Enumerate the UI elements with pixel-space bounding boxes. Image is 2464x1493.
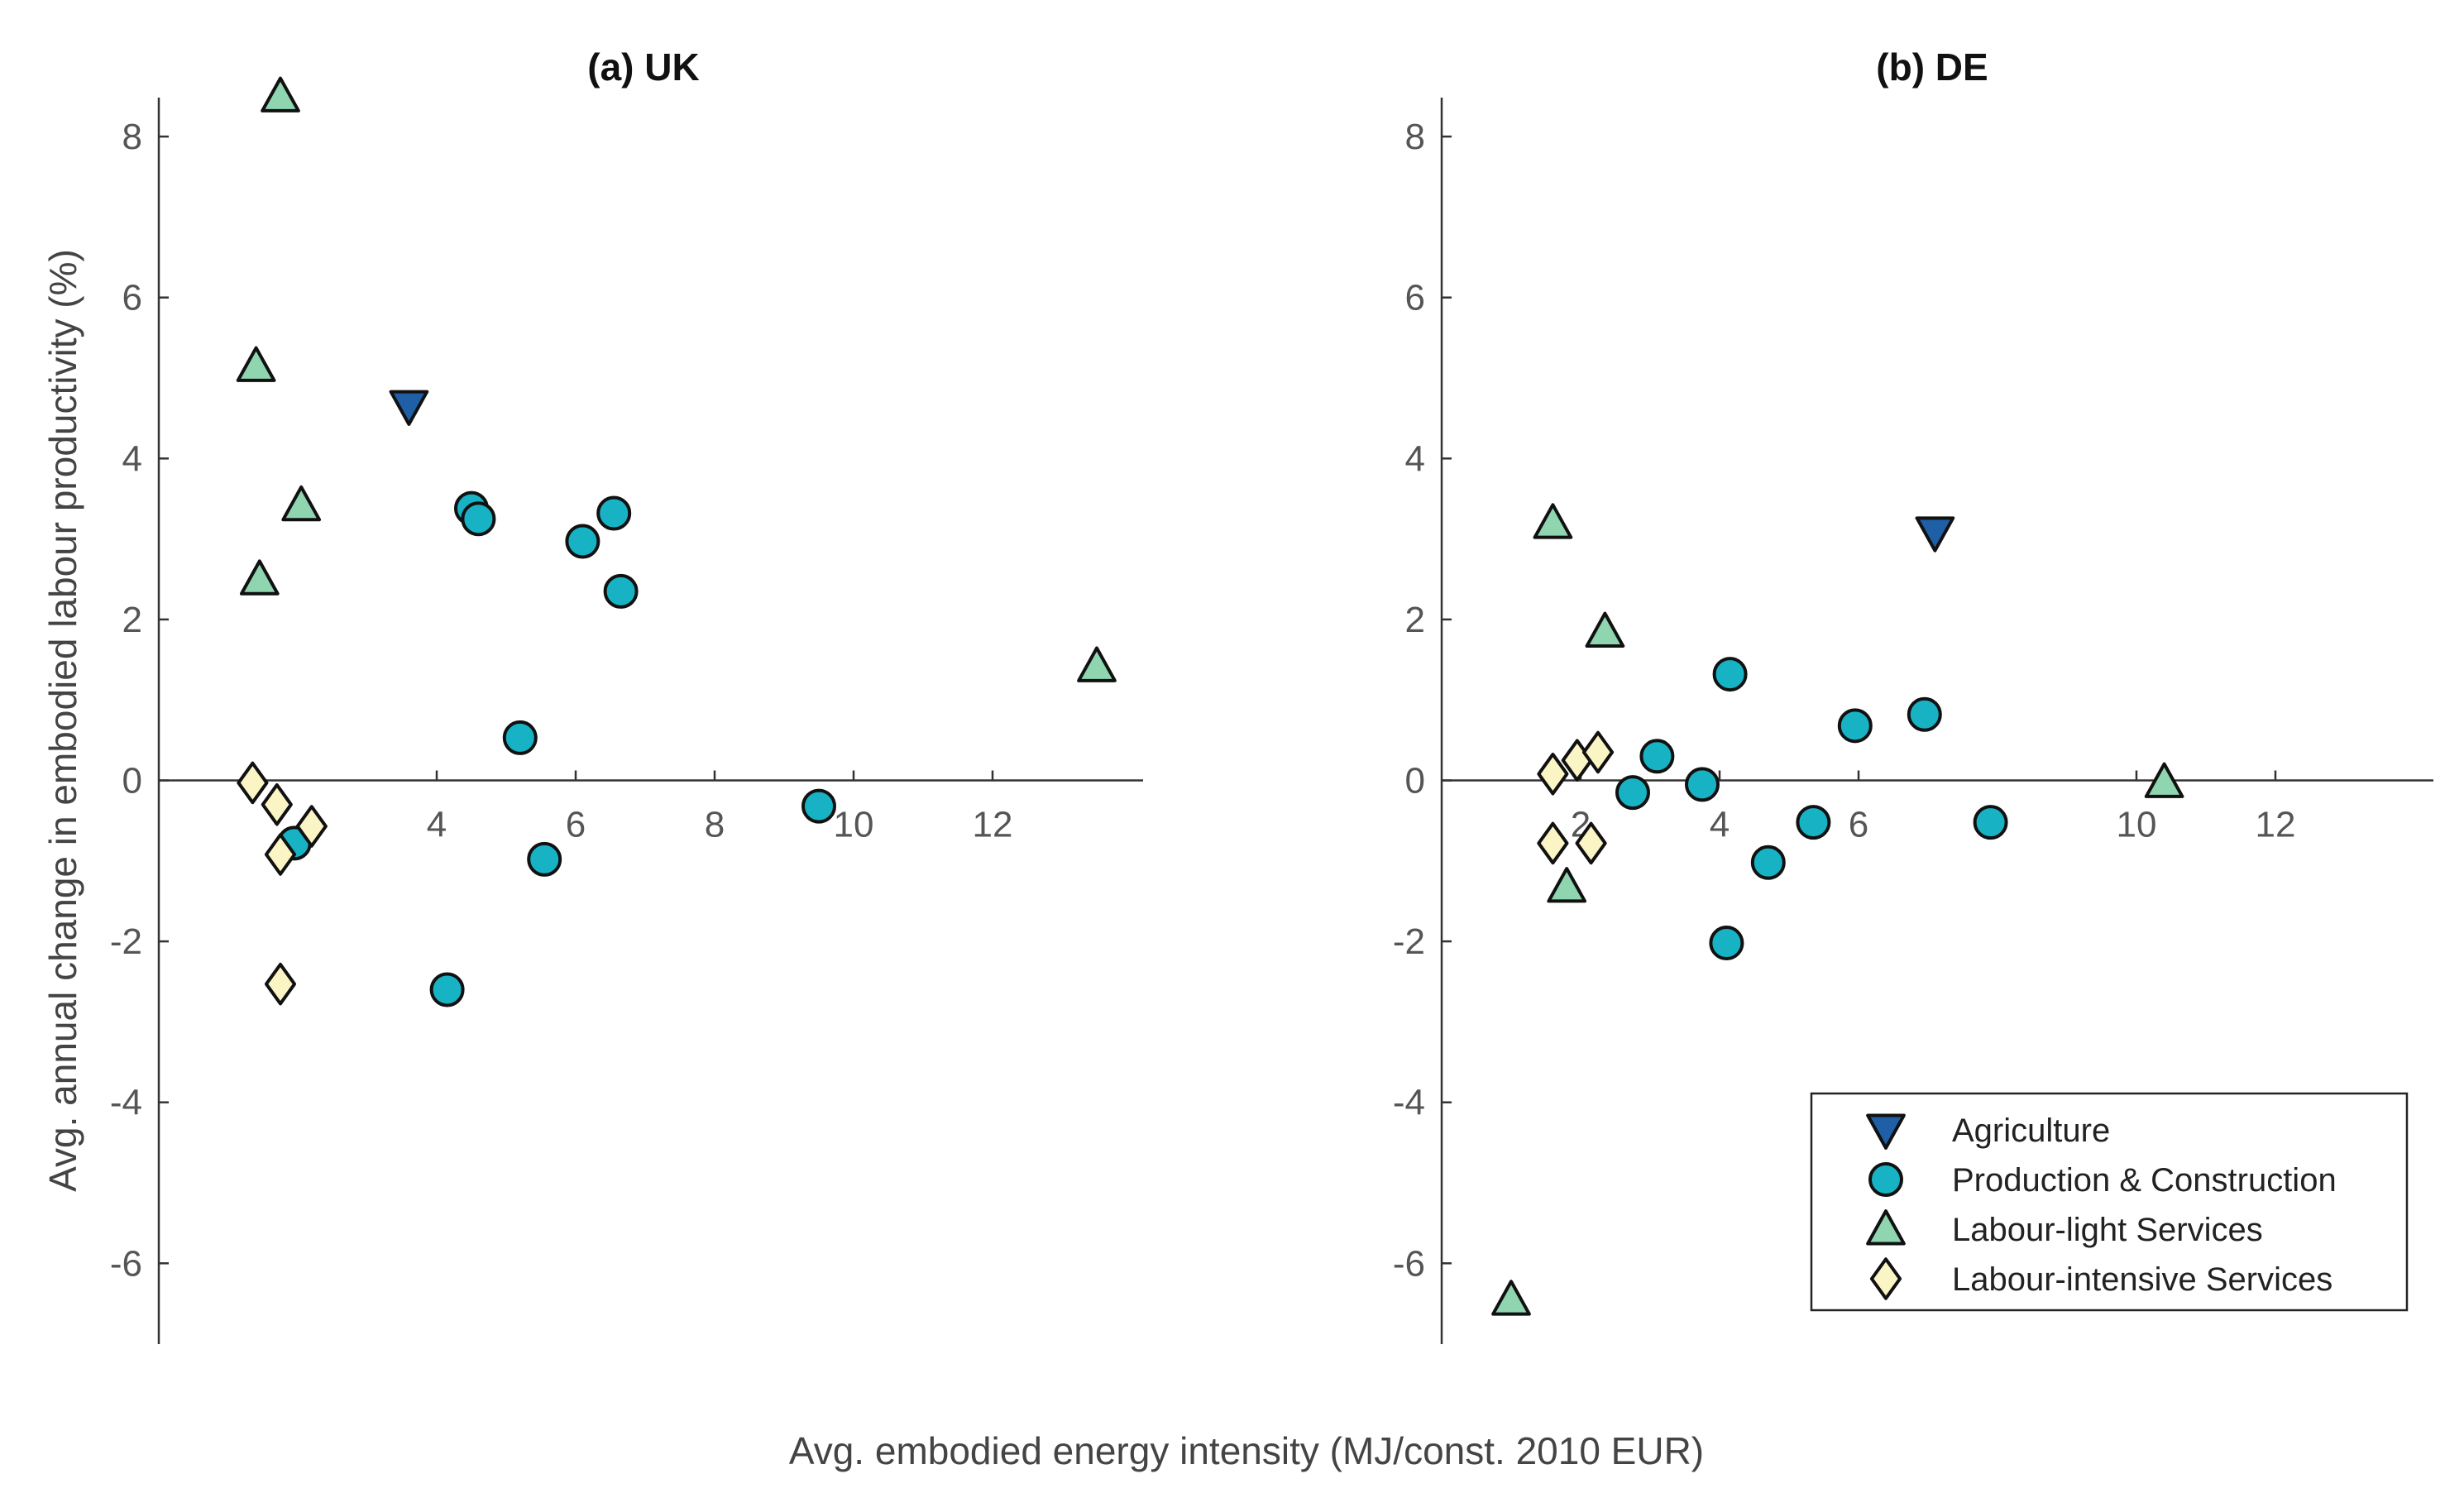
legend-marker-labour-intensive-services	[1869, 1257, 1902, 1300]
labour-intensive-services-point	[264, 833, 297, 876]
x-tick-label: 10	[2117, 805, 2157, 845]
production-construction-point	[1639, 739, 1675, 774]
labour-light-services-point	[261, 76, 300, 112]
y-tick-label: -2	[1393, 921, 1425, 962]
y-tick-label: 2	[122, 600, 142, 640]
production-construction-point	[1907, 696, 1942, 732]
y-tick-label: -6	[1393, 1243, 1425, 1284]
x-tick-label: 4	[427, 805, 447, 845]
labour-light-services-point	[2144, 762, 2184, 798]
chart-title: (a) UK	[587, 45, 699, 89]
x-tick-label: 10	[834, 805, 874, 845]
y-tick-label: 0	[122, 761, 142, 802]
agriculture-point	[389, 390, 429, 426]
x-tick-label: 12	[2256, 805, 2296, 845]
y-tick-label: 4	[1405, 438, 1425, 479]
y-tick-label: 0	[1405, 761, 1425, 802]
labour-light-services-point	[281, 485, 322, 522]
y-tick-label: 6	[1405, 278, 1425, 318]
production-construction-point	[801, 788, 836, 824]
y-tick-label: -4	[1393, 1083, 1425, 1123]
y-tick-label: 8	[1405, 117, 1425, 157]
y-tick-label: -6	[110, 1243, 142, 1284]
production-construction-point	[1796, 805, 1831, 840]
labour-intensive-services-point	[237, 761, 269, 805]
labour-light-services-point	[1585, 611, 1625, 648]
y-tick-label: -4	[110, 1083, 142, 1123]
legend-label-labour-light-services: Labour-light Services	[1952, 1212, 2263, 1248]
chart-panel-uk: (a) UK 8 6 4 2 0 -2 -4 -6 4 6 8 10 12	[110, 45, 1143, 1344]
labour-intensive-services-point	[1537, 752, 1569, 796]
labour-light-services-point	[1491, 1280, 1531, 1316]
production-construction-point	[1750, 845, 1786, 880]
x-tick-label: 12	[973, 805, 1013, 845]
labour-light-services-point	[236, 346, 276, 382]
legend-marker-production-construction	[1868, 1162, 1903, 1197]
labour-intensive-services-point	[1575, 821, 1607, 865]
labour-light-services-point	[1533, 503, 1573, 539]
labour-intensive-services-point	[295, 805, 328, 848]
production-construction-point	[502, 720, 538, 755]
labour-intensive-services-point	[264, 962, 297, 1006]
production-construction-point	[565, 524, 600, 559]
legend-label-labour-intensive-services: Labour-intensive Services	[1952, 1261, 2332, 1298]
chart-title: (b) DE	[1876, 45, 1988, 89]
production-construction-point	[527, 841, 562, 877]
labour-intensive-services-point	[261, 782, 293, 826]
x-tick-label: 6	[566, 805, 586, 845]
legend-marker-agriculture	[1866, 1113, 1906, 1150]
x-tick-label: 4	[1710, 805, 1730, 845]
y-tick-label: 6	[122, 278, 142, 318]
data-points	[1491, 503, 2184, 1316]
legend-label-production-construction: Production & Construction	[1952, 1162, 2337, 1199]
production-construction-point	[429, 972, 465, 1007]
y-tick-label: 8	[122, 117, 142, 157]
production-construction-point	[1685, 767, 1720, 802]
labour-light-services-point	[1077, 646, 1117, 682]
production-construction-point	[1712, 657, 1748, 692]
x-tick-label: 6	[1849, 805, 1868, 845]
legend-box	[1810, 1092, 2409, 1312]
x-tick-label: 8	[705, 805, 725, 845]
production-construction-point	[1837, 708, 1873, 744]
production-construction-point	[596, 495, 632, 531]
production-construction-point	[1709, 926, 1744, 961]
y-axis-label: Avg. annual change in embodied labour pr…	[41, 249, 84, 1192]
y-tick-label: 2	[1405, 600, 1425, 640]
y-tick-label: -2	[110, 921, 142, 962]
legend-marker-labour-light-services	[1866, 1209, 1906, 1246]
production-construction-point	[1973, 805, 2008, 840]
production-construction-point	[461, 501, 496, 537]
production-construction-point	[603, 573, 639, 609]
production-construction-point	[1615, 775, 1650, 811]
labour-intensive-services-point	[1581, 730, 1615, 774]
labour-intensive-services-point	[1537, 821, 1569, 865]
data-points	[236, 76, 1117, 1007]
agriculture-point	[1915, 516, 1955, 553]
axes: 8 6 4 2 0 -2 -4 -6 4 6 8 10 12	[110, 98, 1143, 1344]
y-tick-label: 4	[122, 438, 142, 479]
labour-light-services-point	[239, 559, 280, 596]
labour-light-services-point	[1547, 867, 1587, 903]
legend-label-agriculture: Agriculture	[1952, 1113, 2110, 1149]
legend: Agriculture Production & Construction Labo…	[1810, 1092, 2409, 1312]
x-axis-label: Avg. embodied energy intensity (MJ/const…	[789, 1429, 1704, 1472]
